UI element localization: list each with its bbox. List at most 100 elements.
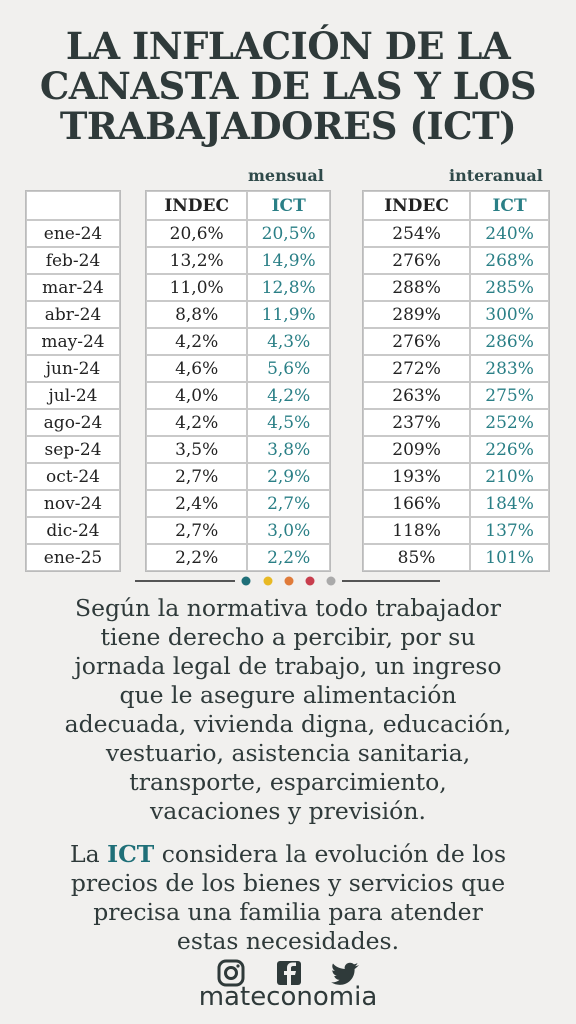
cell: 184% — [470, 490, 549, 517]
group-header: mensual — [248, 166, 324, 185]
cell: 11,9% — [247, 301, 330, 328]
cell: 20,5% — [247, 220, 330, 247]
text-line: jornada legal de trabajo, un ingreso — [74, 652, 502, 680]
title-line: CANASTA DE LAS Y LOS — [39, 64, 537, 108]
social-icons — [217, 959, 359, 987]
divider — [135, 576, 440, 586]
row: nov-24 — [26, 490, 120, 517]
row: 254% 240% — [363, 220, 549, 247]
cell: 289% — [363, 301, 471, 328]
cell: sep-24 — [26, 436, 120, 463]
cell: 13,2% — [146, 247, 248, 274]
monthly-table: INDEC ICT 20,6% 20,5% 13,2% 14,9% 11,0% 12,8% 8,… — [145, 190, 331, 572]
cell: 2,4% — [146, 490, 248, 517]
cell: 2,7% — [247, 490, 330, 517]
text-line: vestuario, asistencia sanitaria, — [105, 739, 471, 767]
row: oct-24 — [26, 463, 120, 490]
cell: ene-24 — [26, 220, 120, 247]
row: 8,8% 11,9% — [146, 301, 330, 328]
row: may-24 — [26, 328, 120, 355]
row: 4,6% 5,6% — [146, 355, 330, 382]
header-row — [26, 191, 120, 220]
cell: 12,8% — [247, 274, 330, 301]
text-line: Según la normativa todo trabajador — [74, 594, 502, 622]
row: 2,2% 2,2% — [146, 544, 330, 571]
cell: 263% — [363, 382, 471, 409]
text-line: tiene derecho a percibir, por su — [100, 623, 476, 651]
row: 276% 286% — [363, 328, 549, 355]
title-line: TRABAJADORES (ICT) — [59, 104, 517, 148]
cell: 288% — [363, 274, 471, 301]
cell: 101% — [470, 544, 549, 571]
cell: 14,9% — [247, 247, 330, 274]
cell: mar-24 — [26, 274, 120, 301]
row: 20,6% 20,5% — [146, 220, 330, 247]
row: 4,2% 4,5% — [146, 409, 330, 436]
row: sep-24 — [26, 436, 120, 463]
cell: 2,2% — [146, 544, 248, 571]
cell: 237% — [363, 409, 471, 436]
row: 209% 226% — [363, 436, 549, 463]
row: 276% 268% — [363, 247, 549, 274]
cell: 4,3% — [247, 328, 330, 355]
cell: 4,5% — [247, 409, 330, 436]
row: 166% 184% — [363, 490, 549, 517]
row: 263% 275% — [363, 382, 549, 409]
row: ene-25 — [26, 544, 120, 571]
cell: 3,8% — [247, 436, 330, 463]
row: 237% 252% — [363, 409, 549, 436]
text-line: estas necesidades. — [176, 927, 400, 955]
cell: abr-24 — [26, 301, 120, 328]
row: 288% 285% — [363, 274, 549, 301]
row: mar-24 — [26, 274, 120, 301]
cell: 283% — [470, 355, 549, 382]
cell: 276% — [363, 328, 471, 355]
cell: 118% — [363, 517, 471, 544]
cell: nov-24 — [26, 490, 120, 517]
cell: 137% — [470, 517, 549, 544]
cell: 3,0% — [247, 517, 330, 544]
text-line: que le asegure alimentación — [119, 681, 457, 709]
cell: 252% — [470, 409, 549, 436]
row: 4,0% 4,2% — [146, 382, 330, 409]
cell: 226% — [470, 436, 549, 463]
cell: ago-24 — [26, 409, 120, 436]
text: La — [69, 840, 100, 868]
cell: 275% — [470, 382, 549, 409]
paragraph: Según la normativa todo trabajador tiene … — [0, 594, 576, 826]
cell: 2,7% — [146, 463, 248, 490]
cell: 210% — [470, 463, 549, 490]
highlight: ICT — [107, 840, 155, 868]
cell: 11,0% — [146, 274, 248, 301]
label-table: ene-24 feb-24 mar-24 abr-24 may-24 jun-24 jul-… — [25, 190, 121, 572]
cell: 300% — [470, 301, 549, 328]
cell: 4,2% — [247, 382, 330, 409]
row: jun-24 — [26, 355, 120, 382]
cell: 4,0% — [146, 382, 248, 409]
row: 118% 137% — [363, 517, 549, 544]
cell: 2,7% — [146, 517, 248, 544]
cell: 2,9% — [247, 463, 330, 490]
row: feb-24 — [26, 247, 120, 274]
cell: may-24 — [26, 328, 120, 355]
cell: 240% — [470, 220, 549, 247]
cell: jul-24 — [26, 382, 120, 409]
row: jul-24 — [26, 382, 120, 409]
cell: jun-24 — [26, 355, 120, 382]
row: 4,2% 4,3% — [146, 328, 330, 355]
row: 11,0% 12,8% — [146, 274, 330, 301]
header-row: INDEC ICT — [363, 191, 549, 220]
row: dic-24 — [26, 517, 120, 544]
row: 193% 210% — [363, 463, 549, 490]
row: 2,7% 2,9% — [146, 463, 330, 490]
cell: feb-24 — [26, 247, 120, 274]
text-line: vacaciones y previsión. — [150, 797, 426, 825]
text-line: transporte, esparcimiento, — [129, 768, 447, 796]
row: 289% 300% — [363, 301, 549, 328]
cell: 193% — [363, 463, 471, 490]
header-cell — [26, 191, 120, 220]
cell: 286% — [470, 328, 549, 355]
cell: 166% — [363, 490, 471, 517]
text-line: La ICT considera la evolución de los — [0, 840, 576, 869]
